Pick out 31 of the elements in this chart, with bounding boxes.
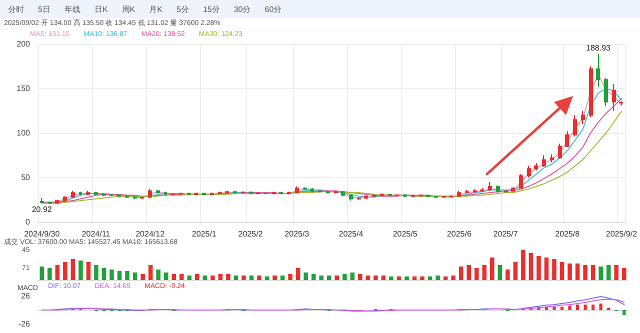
x-tick-label: 2025/1 xyxy=(192,230,217,238)
text: 年线 xyxy=(64,4,80,14)
text: 5分 xyxy=(176,4,189,14)
text: 30分 xyxy=(234,4,251,14)
x-tick-label: 2025/7 xyxy=(493,230,518,238)
text: 5日 xyxy=(38,4,50,14)
text: 周K xyxy=(122,4,136,14)
x-tick-label: 2024/12 xyxy=(136,230,166,238)
text: 月K xyxy=(149,4,162,14)
annotation: 20.92 xyxy=(32,204,52,214)
y-tick-label: 50 xyxy=(21,173,31,182)
annotation: 188.93 xyxy=(586,43,612,52)
text: 分时 xyxy=(8,4,24,14)
x-tick-label: 2025/8 xyxy=(555,230,580,238)
text: 15分 xyxy=(202,4,220,14)
y-tick-label: -26 xyxy=(18,320,31,328)
y-tick-label: 200 xyxy=(16,40,31,48)
y-tick-label: 150 xyxy=(16,84,31,93)
x-tick-label: 2025/9/2 xyxy=(606,230,638,238)
x-tick-label: 2024/11 xyxy=(82,230,111,238)
x-tick-label: 2024/9/30 xyxy=(24,230,60,238)
text: 日K xyxy=(94,4,108,14)
x-tick-label: 2025/6 xyxy=(446,230,472,238)
x-tick-label: 2025/2 xyxy=(238,230,264,238)
text: 60分 xyxy=(264,4,282,14)
x-tick-label: 2025/3 xyxy=(284,230,310,238)
y-tick-label: 100 xyxy=(16,128,31,138)
y-tick-label: 26 xyxy=(21,292,31,300)
x-tick-label: 2025/4 xyxy=(338,230,364,238)
x-tick-label: 2025/5 xyxy=(392,230,418,238)
y-tick-label: 0 xyxy=(26,218,31,226)
